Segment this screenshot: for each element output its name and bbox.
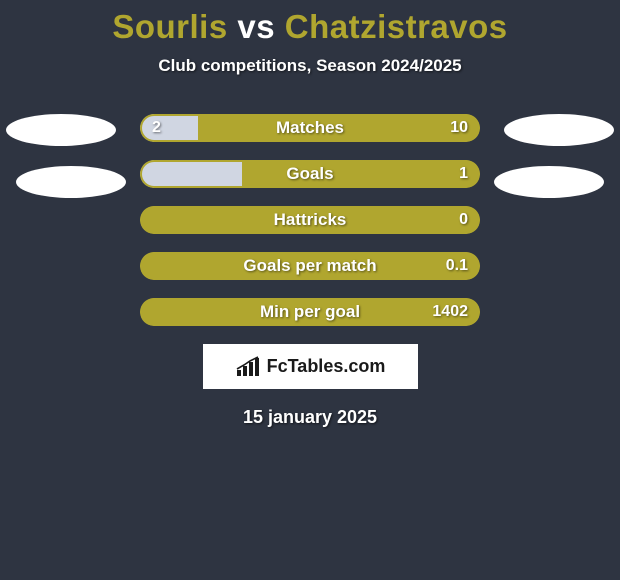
comparison-infographic: Sourlis vs Chatzistravos Club competitio… — [0, 0, 620, 580]
stats-area: Matches210Goals1Hattricks0Goals per matc… — [0, 114, 620, 326]
subtitle: Club competitions, Season 2024/2025 — [0, 56, 620, 76]
logo-box: FcTables.com — [203, 344, 418, 389]
stat-row: Hattricks0 — [140, 206, 480, 234]
title-player1: Sourlis — [112, 8, 227, 45]
stat-label: Hattricks — [140, 206, 480, 234]
title-vs: vs — [237, 8, 275, 45]
title-player2: Chatzistravos — [285, 8, 508, 45]
stat-right-value: 10 — [450, 114, 468, 142]
bar-chart-icon — [235, 356, 261, 378]
stat-row: Matches2 10 — [140, 114, 480, 142]
stat-right-value: 1 — [459, 160, 468, 188]
decorative-oval — [504, 114, 614, 146]
date-text: 15 january 2025 — [0, 407, 620, 428]
decorative-oval — [494, 166, 604, 198]
stat-row: Min per goal1402 — [140, 298, 480, 326]
stat-right-value: 0.1 — [446, 252, 468, 280]
stat-right-value: 1402 — [432, 298, 468, 326]
stat-row: Goals per match0.1 — [140, 252, 480, 280]
stat-label: Matches — [140, 114, 480, 142]
stat-row: Goals1 — [140, 160, 480, 188]
decorative-oval — [16, 166, 126, 198]
logo-text: FcTables.com — [267, 356, 386, 377]
page-title: Sourlis vs Chatzistravos — [0, 0, 620, 46]
stat-label: Min per goal — [140, 298, 480, 326]
decorative-oval — [6, 114, 116, 146]
stat-left-value: 2 — [152, 114, 161, 142]
stat-label: Goals per match — [140, 252, 480, 280]
stat-label: Goals — [140, 160, 480, 188]
stat-right-value: 0 — [459, 206, 468, 234]
